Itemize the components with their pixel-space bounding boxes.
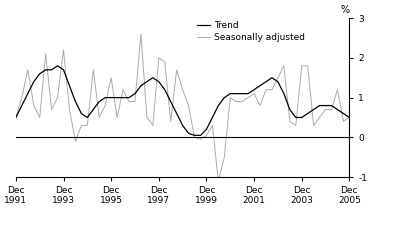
Text: %: % bbox=[340, 5, 349, 15]
Legend: Trend, Seasonally adjusted: Trend, Seasonally adjusted bbox=[197, 21, 305, 42]
